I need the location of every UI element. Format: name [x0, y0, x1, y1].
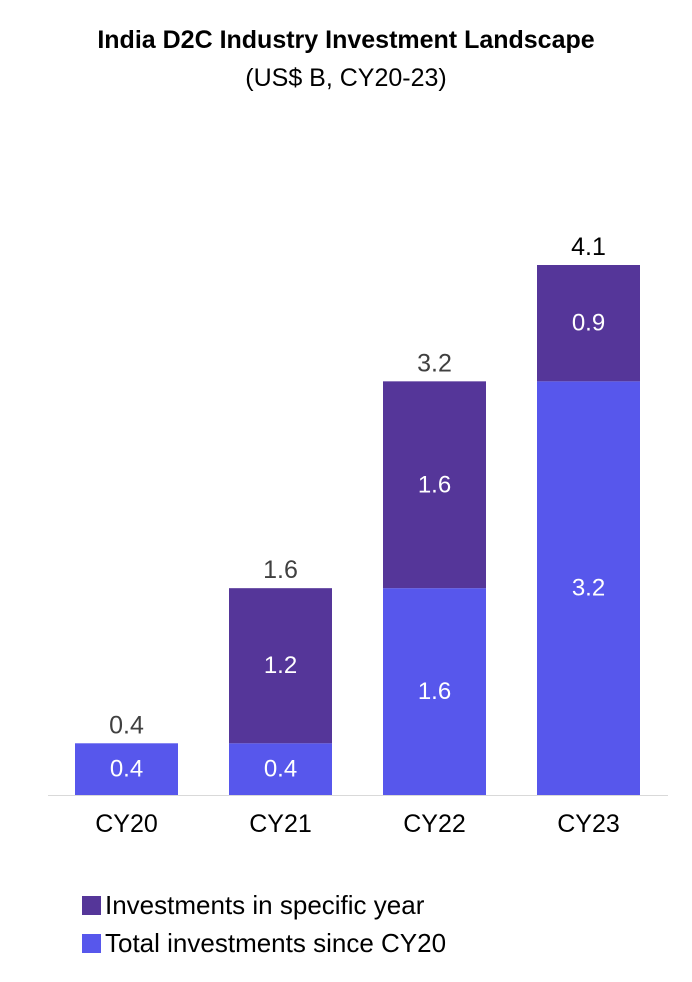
bar-cy23-total-investments-since-cy20	[537, 381, 640, 795]
data-label-cy23-total-investments-since-cy20: 3.2	[572, 575, 605, 602]
data-label-cy23-investments-in-specific-year: 0.9	[572, 310, 605, 337]
bar-cy21-total-investments-since-cy20	[229, 743, 332, 795]
data-label-cy21-total-investments-since-cy20: 0.4	[264, 756, 297, 783]
legend-item-specific-year: Investments in specific year	[82, 886, 446, 924]
bar-cy21-investments-in-specific-year	[229, 588, 332, 744]
total-label-cy22: 3.2	[417, 349, 452, 377]
x-tick-label-cy22: CY22	[403, 810, 466, 838]
legend-label-specific-year: Investments in specific year	[105, 890, 425, 920]
bar-cy20-total-investments-since-cy20	[75, 743, 178, 795]
x-tick-label-cy20: CY20	[95, 810, 158, 838]
total-label-cy21: 1.6	[263, 556, 298, 584]
data-label-cy21-investments-in-specific-year: 1.2	[264, 652, 297, 679]
x-tick-label-cy23: CY23	[557, 810, 620, 838]
stacked-bar-chart: 0.4 0.4 CY20 0.4 1.2 1.6 CY21 1.6 1.6 3.2 CY22 3.2 0…	[48, 233, 668, 838]
total-label-cy23: 4.1	[571, 233, 606, 261]
bar-cy22-total-investments-since-cy20	[383, 588, 486, 795]
data-label-cy20-total-investments-since-cy20: 0.4	[110, 756, 143, 783]
bar-cy23-investments-in-specific-year	[537, 265, 640, 382]
legend-swatch-specific-year	[82, 895, 101, 915]
data-label-cy22-total-investments-since-cy20: 1.6	[418, 678, 451, 705]
total-label-cy20: 0.4	[109, 711, 144, 739]
chart-title: India D2C Industry Investment Landscape	[97, 26, 595, 54]
legend-label-total-since-cy20: Total investments since CY20	[105, 928, 447, 958]
data-label-cy22-investments-in-specific-year: 1.6	[418, 471, 451, 498]
legend: Investments in specific year Total inves…	[82, 886, 446, 962]
legend-item-total-since-cy20: Total investments since CY20	[82, 924, 446, 962]
bar-cy22-investments-in-specific-year	[383, 381, 486, 589]
legend-swatch-total-since-cy20	[82, 933, 101, 953]
x-tick-label-cy21: CY21	[249, 810, 312, 838]
chart-subtitle: (US$ B, CY20-23)	[245, 64, 447, 92]
